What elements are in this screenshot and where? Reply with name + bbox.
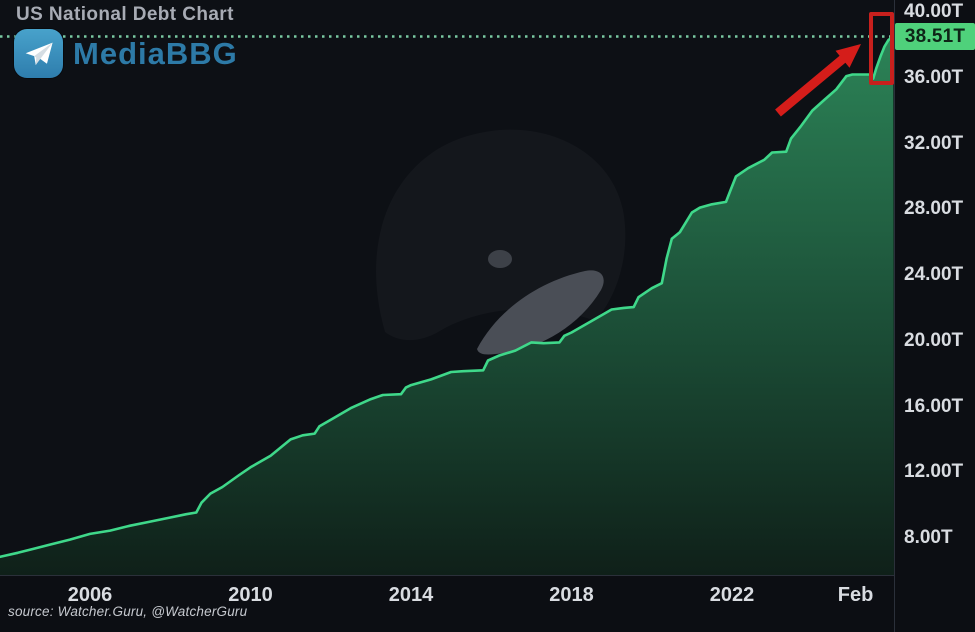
red-highlight-box — [869, 12, 894, 85]
y-axis: 40.00T 36.00T 32.00T 28.00T 24.00T 20.00T 16.0… — [894, 0, 975, 632]
x-axis-tick: 2018 — [549, 584, 594, 606]
whale-eye — [488, 250, 512, 268]
whale-belly-crescent — [477, 270, 604, 355]
debt-area-fill — [0, 36, 894, 575]
y-axis-tick: 40.00T — [904, 1, 964, 22]
page-title: US National Debt Chart — [16, 4, 234, 25]
y-axis-tick: 20.00T — [904, 329, 964, 351]
last-price-badge: 38.51T — [895, 23, 975, 51]
y-axis-tick: 12.00T — [904, 461, 964, 483]
y-axis-tick: 32.00T — [904, 132, 964, 154]
debt-line-series — [0, 35, 894, 559]
brand-watermark: MediaBBG — [14, 29, 238, 78]
y-axis-tick: 24.00T — [904, 264, 964, 285]
x-axis-tick: 2006 — [67, 584, 113, 606]
chart-plot-area — [0, 35, 894, 575]
y-axis-tick: 28.00T — [904, 198, 964, 220]
y-axis-tick: 36.00T — [904, 66, 964, 88]
y-axis-tick: 8.00T — [904, 527, 953, 548]
telegram-paper-plane-icon — [14, 29, 63, 78]
y-axis-tick: 16.00T — [904, 395, 964, 417]
watcher-guru-whale-watermark — [376, 129, 626, 355]
x-axis-tick: Feb — [837, 584, 874, 606]
x-axis: 2006 2010 2014 2018 2022 Feb — [0, 575, 894, 632]
x-axis-tick: 2022 — [709, 584, 755, 606]
brand-name: MediaBBG — [73, 35, 238, 71]
source-caption: source: Watcher.Guru, @WatcherGuru — [8, 604, 248, 619]
x-axis-tick: 2010 — [228, 584, 273, 606]
x-axis-tick: 2014 — [388, 584, 434, 606]
